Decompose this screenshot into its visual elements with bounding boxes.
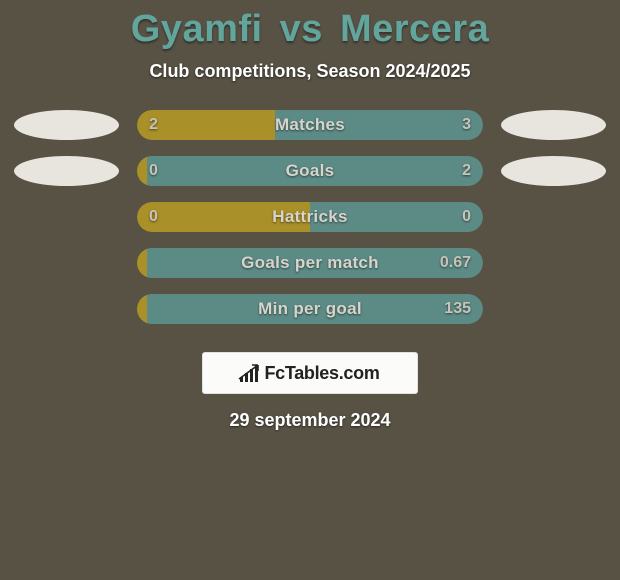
player1-marker [14,110,119,140]
stat-value-player1: 0 [149,202,158,232]
stat-label: Goals per match [137,248,483,278]
stat-label: Matches [137,110,483,140]
stat-row: Hattricks0 0 [12,202,608,232]
comparison-infographic: Gyamfi vs Mercera Club competitions, Sea… [0,0,620,580]
stat-bar: Min per goal135 [137,294,483,324]
stat-label: Goals [137,156,483,186]
stat-bar: Goals per match0.67 [137,248,483,278]
stat-bar: Goals0 2 [137,156,483,186]
stat-label: Min per goal [137,294,483,324]
stat-bar: Matches2 3 [137,110,483,140]
stat-row: Goals0 2 [12,156,608,186]
stat-value-player2: 3 [462,110,471,140]
stat-label: Hattricks [137,202,483,232]
stat-bar: Hattricks0 0 [137,202,483,232]
page-title: Gyamfi vs Mercera [131,8,490,51]
subtitle: Club competitions, Season 2024/2025 [149,61,470,82]
stat-value-player1: 2 [149,110,158,140]
title-player1: Gyamfi [131,8,263,50]
stat-row: Min per goal135 [12,294,608,324]
date-text: 29 september 2024 [229,410,390,431]
stat-value-player2: 135 [444,294,471,324]
player2-marker [501,110,606,140]
title-player2: Mercera [340,8,489,50]
stat-value-player2: 0.67 [440,248,471,278]
stat-row: Goals per match0.67 [12,248,608,278]
logo-box: FcTables.com [202,352,418,394]
stat-rows: Matches23Goals02Hattricks00Goals per mat… [12,110,608,340]
player2-marker [501,156,606,186]
player1-marker [14,156,119,186]
stat-row: Matches2 3 [12,110,608,140]
logo-text: FcTables.com [264,363,379,384]
stat-value-player1: 0 [149,156,158,186]
chart-icon [240,364,260,382]
stat-value-player2: 2 [462,156,471,186]
title-vs: vs [280,8,323,50]
stat-value-player2: 0 [462,202,471,232]
